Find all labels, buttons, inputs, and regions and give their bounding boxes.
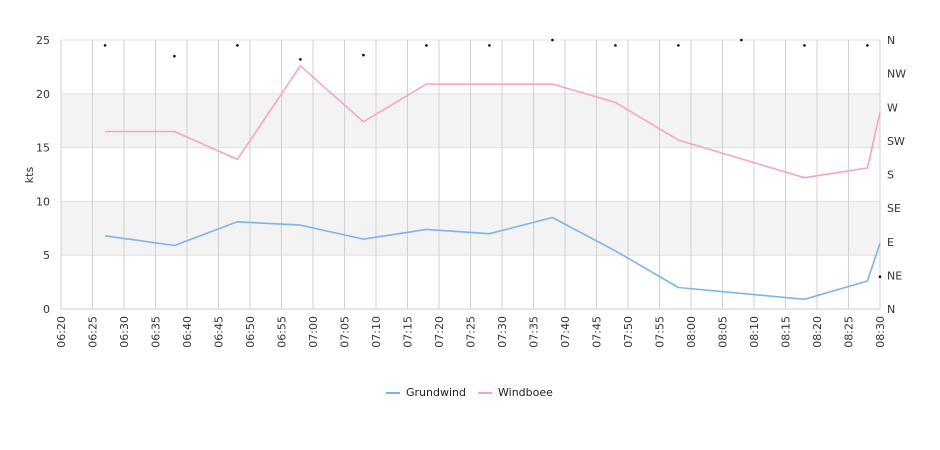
y2-tick-label: SE [887,202,901,215]
y2-tick-label: E [887,236,894,249]
direction-marker [614,44,617,47]
y-tick-label: 10 [36,195,50,208]
legend-label: Grundwind [406,386,466,399]
direction-marker [173,54,176,58]
x-tick-label: 06:20 [55,316,68,348]
y-axis-ticks: 0 5 10 15 20 25 [36,34,50,316]
x-tick-label: 06:30 [118,316,131,348]
direction-marker [866,44,869,47]
y2-tick-label: NW [887,68,906,81]
x-tick-label: 07:00 [307,316,320,348]
series-lines [104,65,881,301]
x-tick-label: 07:05 [339,316,352,348]
x-tick-label: 07:45 [591,316,604,348]
legend[interactable]: Grundwind Windboee [386,386,553,399]
y2-axis-ticks: N NE E SE S SW W NW N [887,34,906,316]
direction-marker [299,58,302,61]
y2-tick-label: NE [887,269,902,282]
legend-item-grundwind[interactable]: Grundwind [386,386,466,399]
series-line-windboee [105,65,881,179]
legend-item-windboee[interactable]: Windboee [478,386,553,399]
y-tick-label: 15 [36,142,50,155]
direction-marker [803,44,806,47]
x-tick-label: 08:00 [685,316,698,348]
y-tick-label: 20 [36,88,50,101]
direction-marker [740,38,743,42]
x-tick-label: 08:10 [748,316,761,348]
direction-marker [425,44,428,47]
x-tick-label: 08:20 [811,316,824,348]
x-tick-label: 07:50 [622,316,635,348]
legend-label: Windboee [498,386,553,399]
x-tick-label: 07:55 [654,316,667,348]
x-tick-label: 06:50 [244,316,257,348]
direction-marker [236,44,239,47]
y2-tick-label: N [887,303,895,316]
x-tick-label: 08:30 [874,316,887,348]
direction-marker [878,275,882,279]
series-line-grundwind [104,216,881,301]
y-tick-label: 5 [43,249,50,262]
x-tick-label: 08:15 [780,316,793,348]
y-tick-label: 25 [36,34,50,47]
x-axis-ticks: 06:20 06:25 06:30 06:35 06:40 06:45 06:50 06:55… [55,316,887,348]
direction-markers [103,38,882,279]
y2-tick-label: SW [887,135,905,148]
direction-marker [551,38,554,42]
direction-marker [103,44,107,47]
y2-tick-label: W [887,101,898,114]
x-tick-label: 06:40 [181,316,194,348]
direction-marker [488,44,491,47]
y-axis-label: kts [23,167,36,184]
direction-marker [362,53,365,57]
direction-marker [677,44,680,47]
grid-lines [60,39,881,310]
x-tick-label: 06:55 [276,316,289,348]
x-tick-label: 06:45 [213,316,226,348]
x-tick-label: 06:35 [150,316,163,348]
x-tick-label: 06:25 [87,316,100,348]
y2-tick-label: N [887,34,895,47]
x-tick-label: 08:05 [717,316,730,348]
x-tick-label: 07:35 [528,316,541,348]
x-tick-label: 07:10 [370,316,383,348]
x-tick-label: 07:40 [559,316,572,348]
x-tick-label: 07:30 [496,316,509,348]
x-tick-label: 07:20 [433,316,446,348]
x-tick-label: 07:25 [465,316,478,348]
y-tick-label: 0 [43,303,50,316]
x-tick-label: 08:25 [843,316,856,348]
x-tick-label: 07:15 [402,316,415,348]
y2-tick-label: S [887,169,894,182]
